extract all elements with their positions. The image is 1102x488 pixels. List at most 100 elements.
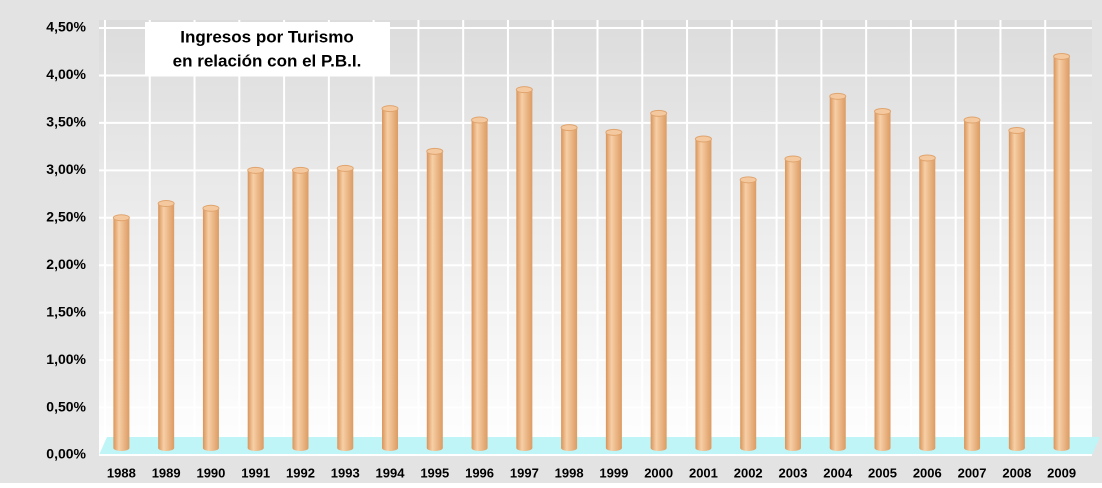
bar xyxy=(247,170,264,449)
x-tick-label: 1989 xyxy=(152,465,181,480)
bar-top xyxy=(694,135,712,143)
x-tick-label: 2009 xyxy=(1047,465,1076,480)
x-tick-label: 2000 xyxy=(644,465,673,480)
bar-top xyxy=(291,166,309,174)
bar-top xyxy=(605,128,623,136)
x-tick-label: 2005 xyxy=(868,465,897,480)
bar xyxy=(337,168,354,449)
bar-top xyxy=(381,105,399,113)
bar-top xyxy=(739,176,757,184)
chart-title: Ingresos por Turismo xyxy=(180,27,354,46)
bar-base xyxy=(1008,445,1025,451)
bar-base xyxy=(382,445,399,451)
x-tick-label: 1995 xyxy=(420,465,449,480)
bar-top xyxy=(829,92,847,100)
bar-base xyxy=(202,445,219,451)
y-tick-label: 1,50% xyxy=(46,303,86,319)
bar-top xyxy=(426,147,444,155)
bar-base xyxy=(605,445,622,451)
bar xyxy=(426,151,443,448)
y-tick-label: 3,00% xyxy=(46,161,86,177)
bar-top xyxy=(112,214,130,222)
bar-top xyxy=(336,164,354,172)
bar xyxy=(740,179,757,449)
bar-base xyxy=(113,445,130,451)
bar xyxy=(292,170,309,449)
bar-top xyxy=(202,204,220,212)
bar xyxy=(695,139,712,448)
bar-base xyxy=(337,445,354,451)
bar xyxy=(874,111,891,448)
bar-top xyxy=(471,116,489,124)
x-tick-label: 2006 xyxy=(913,465,942,480)
bar-top xyxy=(247,166,265,174)
bar-base xyxy=(158,445,175,451)
bar-top xyxy=(874,108,892,116)
bar-base xyxy=(426,445,443,451)
bar-top xyxy=(963,116,981,124)
chart-subtitle: en relación con el P.B.I. xyxy=(173,51,362,70)
y-tick-label: 0,50% xyxy=(46,398,86,414)
bar xyxy=(516,89,533,448)
y-tick-label: 2,50% xyxy=(46,208,86,224)
bar xyxy=(784,158,801,449)
x-tick-label: 1996 xyxy=(465,465,494,480)
bar-base xyxy=(919,445,936,451)
x-tick-label: 1997 xyxy=(510,465,539,480)
bar-base xyxy=(561,445,578,451)
bar-base xyxy=(829,445,846,451)
bar-base xyxy=(650,445,667,451)
bar-base xyxy=(516,445,533,451)
bar xyxy=(113,217,130,448)
x-tick-label: 2003 xyxy=(779,465,808,480)
bar-base xyxy=(874,445,891,451)
bar-top xyxy=(157,200,175,208)
x-tick-label: 2001 xyxy=(689,465,718,480)
bar-base xyxy=(784,445,801,451)
bar-top xyxy=(650,109,668,117)
bar-base xyxy=(292,445,309,451)
x-tick-label: 2008 xyxy=(1002,465,1031,480)
x-tick-label: 2007 xyxy=(958,465,987,480)
bar xyxy=(919,157,936,448)
bar xyxy=(829,96,846,448)
x-tick-label: 1999 xyxy=(599,465,628,480)
y-tick-label: 1,00% xyxy=(46,351,86,367)
bar xyxy=(650,113,667,449)
y-tick-label: 4,50% xyxy=(46,19,86,35)
bar-top xyxy=(560,124,578,132)
bar-top xyxy=(1053,52,1071,60)
bar-base xyxy=(695,445,712,451)
bar-base xyxy=(471,445,488,451)
x-tick-label: 1988 xyxy=(107,465,136,480)
bar xyxy=(1008,130,1025,449)
x-tick-label: 2004 xyxy=(823,465,853,480)
bar-top xyxy=(784,155,802,163)
bar-base xyxy=(740,445,757,451)
x-tick-label: 1990 xyxy=(196,465,225,480)
x-tick-label: 1998 xyxy=(555,465,584,480)
bar xyxy=(561,127,578,448)
bar-top xyxy=(1008,126,1026,134)
bar xyxy=(471,120,488,448)
bar xyxy=(202,208,219,448)
bar-base xyxy=(1053,445,1070,451)
bar-top xyxy=(918,154,936,162)
bar-top xyxy=(515,86,533,94)
bar-base xyxy=(964,445,981,451)
x-tick-label: 1992 xyxy=(286,465,315,480)
bar xyxy=(605,132,622,448)
x-tick-label: 1994 xyxy=(376,465,406,480)
title-box xyxy=(145,22,390,76)
bar-base xyxy=(247,445,264,451)
x-tick-label: 2002 xyxy=(734,465,763,480)
y-tick-label: 4,00% xyxy=(46,66,86,82)
y-tick-label: 3,50% xyxy=(46,114,86,130)
x-tick-label: 1993 xyxy=(331,465,360,480)
bar xyxy=(158,203,175,448)
x-tick-label: 1991 xyxy=(241,465,270,480)
bar xyxy=(382,108,399,449)
y-tick-label: 0,00% xyxy=(46,446,86,462)
y-tick-label: 2,00% xyxy=(46,256,86,272)
